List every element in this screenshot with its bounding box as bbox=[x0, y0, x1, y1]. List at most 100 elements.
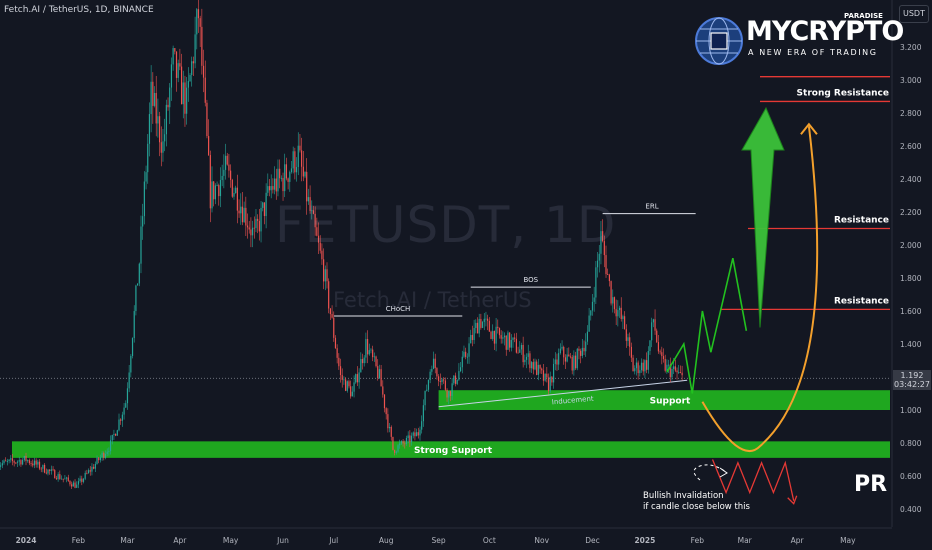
candle-body bbox=[361, 359, 364, 364]
candle-body bbox=[344, 379, 347, 391]
candle-body bbox=[502, 337, 504, 339]
candle-body bbox=[240, 206, 242, 214]
candle bbox=[429, 369, 431, 384]
candle-body bbox=[409, 435, 411, 443]
candle bbox=[170, 57, 173, 101]
candle bbox=[370, 348, 372, 354]
candle bbox=[568, 347, 570, 357]
candle bbox=[490, 330, 492, 340]
candle-body bbox=[167, 104, 169, 108]
candle-body bbox=[138, 263, 140, 284]
candle bbox=[509, 332, 511, 352]
candle-body bbox=[568, 354, 570, 357]
candle bbox=[28, 458, 30, 466]
candle-body bbox=[429, 371, 431, 381]
candle bbox=[158, 111, 161, 157]
candle-body bbox=[561, 346, 563, 349]
candle bbox=[86, 469, 88, 475]
candle bbox=[546, 366, 548, 383]
candle-body bbox=[598, 253, 600, 261]
candle-body bbox=[37, 461, 39, 465]
candle-body bbox=[612, 297, 614, 304]
candle bbox=[169, 83, 171, 125]
candle bbox=[106, 448, 108, 457]
candle-body bbox=[659, 351, 661, 353]
candle-body bbox=[569, 356, 572, 358]
candle bbox=[309, 185, 311, 214]
candle bbox=[659, 349, 661, 355]
candle-body bbox=[231, 179, 233, 197]
candle-body bbox=[184, 82, 186, 114]
candle bbox=[333, 311, 335, 342]
candle bbox=[182, 70, 184, 119]
candle-body bbox=[94, 463, 96, 469]
invalidation-note: Bullish Invalidation bbox=[643, 491, 724, 501]
candle-body bbox=[123, 407, 125, 415]
candle-body bbox=[492, 330, 494, 339]
candle bbox=[32, 459, 34, 468]
candle bbox=[130, 354, 132, 378]
candle bbox=[667, 359, 670, 373]
candle-body bbox=[52, 469, 54, 471]
candle-body bbox=[42, 464, 44, 469]
candle-body bbox=[74, 482, 76, 488]
last-price: 1.192 bbox=[900, 371, 924, 380]
candle bbox=[268, 178, 271, 197]
candle-body bbox=[461, 356, 463, 368]
candle-body bbox=[520, 344, 523, 350]
candle bbox=[644, 359, 646, 379]
candle-body bbox=[588, 315, 590, 332]
bar-countdown: 03:42:27 bbox=[894, 380, 930, 389]
candle bbox=[125, 400, 127, 408]
candle-body bbox=[272, 186, 274, 190]
candle-body bbox=[350, 386, 352, 397]
candle bbox=[363, 355, 365, 367]
candle bbox=[71, 481, 73, 489]
candle-body bbox=[458, 371, 460, 380]
candle-body bbox=[3, 460, 5, 464]
candle bbox=[64, 474, 66, 480]
candle-body bbox=[503, 335, 506, 338]
candle-body bbox=[257, 218, 259, 221]
currency-badge[interactable]: USDT bbox=[899, 5, 929, 23]
candle bbox=[564, 354, 567, 369]
candle bbox=[241, 192, 244, 226]
time-axis bbox=[0, 528, 932, 550]
candle-body bbox=[199, 18, 201, 27]
candle bbox=[566, 347, 568, 363]
price-tick-label: 2.400 bbox=[900, 175, 922, 184]
candle bbox=[299, 133, 301, 153]
candle-body bbox=[426, 389, 428, 391]
candle bbox=[150, 65, 152, 133]
candle-body bbox=[137, 283, 139, 286]
candle bbox=[238, 199, 240, 218]
candle-body bbox=[99, 457, 102, 461]
candle bbox=[585, 333, 587, 357]
candle bbox=[257, 214, 259, 234]
candle-body bbox=[273, 178, 276, 190]
candle bbox=[481, 320, 484, 329]
candle-body bbox=[505, 335, 507, 350]
candle bbox=[522, 336, 524, 368]
candle-body bbox=[524, 359, 526, 363]
candle bbox=[10, 455, 12, 463]
candle-body bbox=[586, 331, 589, 342]
candle-body bbox=[500, 335, 502, 339]
candle-body bbox=[360, 359, 362, 373]
candle-body bbox=[292, 151, 294, 169]
candle bbox=[603, 235, 605, 268]
candle-body bbox=[6, 461, 8, 462]
candle-body bbox=[323, 259, 325, 282]
candle bbox=[245, 196, 247, 237]
candle bbox=[394, 449, 396, 456]
candle-body bbox=[101, 452, 103, 458]
candle bbox=[607, 268, 609, 276]
candle bbox=[492, 324, 494, 341]
candle bbox=[297, 132, 299, 176]
candle-body bbox=[329, 308, 331, 315]
candle-body bbox=[522, 344, 524, 363]
candle bbox=[216, 181, 218, 187]
candle bbox=[167, 97, 169, 111]
candle bbox=[199, 15, 201, 48]
